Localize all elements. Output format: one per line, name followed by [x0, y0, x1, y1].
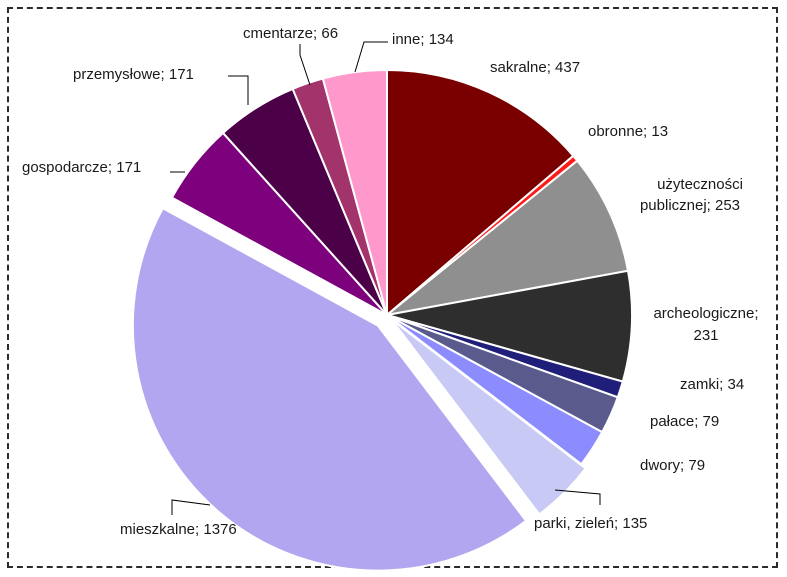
pie-slice-u-yteczno-ci-publicznej: [386, 159, 630, 316]
data-label-archeologiczne: archeologiczne; 231: [653, 305, 758, 344]
data-label-dwory: dwory; 79: [640, 457, 705, 474]
data-label-cmentarze: cmentarze; 66: [243, 25, 338, 42]
data-label-pa-ace: pałace; 79: [650, 413, 719, 430]
leader-line: [354, 41, 388, 73]
leader-line: [554, 489, 601, 505]
leader-line: [171, 499, 211, 515]
data-label-inne: inne; 134: [392, 31, 454, 48]
data-label-przemys-owe: przemysłowe; 171: [73, 66, 194, 83]
data-label-gospodarcze: gospodarcze; 171: [22, 159, 141, 176]
pie-slice-inne: [321, 68, 388, 316]
data-label-u-yteczno-ci-publicznej: użyteczności publicznej; 253: [640, 176, 743, 214]
pie-slice-parki-ziele-: [390, 318, 587, 516]
pie-slice-archeologiczne: [386, 269, 633, 383]
data-label-parki-ziele-: parki, zieleń; 135: [534, 515, 647, 532]
pie-slice-mieszkalne: [131, 206, 528, 572]
pie-slice-sakralne: [386, 68, 575, 318]
leader-line: [228, 75, 249, 105]
data-label-zamki: zamki; 34: [680, 376, 744, 393]
data-label-mieszkalne: mieszkalne; 1376: [120, 521, 237, 538]
data-label-obronne: obronne; 13: [588, 123, 668, 140]
data-label-sakralne: sakralne; 437: [490, 59, 580, 76]
leader-line: [299, 44, 311, 86]
